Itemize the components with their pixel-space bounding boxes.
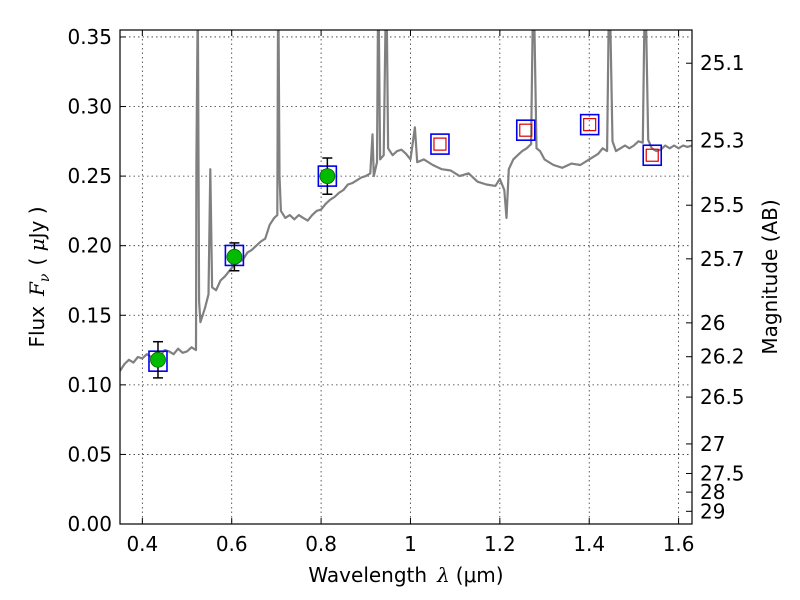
y2-tick-label: 26.2 (700, 345, 745, 369)
y2-tick-label: 25.5 (700, 193, 745, 217)
model-photometry-marker (579, 113, 600, 136)
y2-axis-label: Magnitude (AB) (758, 199, 782, 354)
detection-point (150, 351, 166, 368)
upper-limit-marker (645, 148, 659, 162)
y-tick-label: 0.35 (67, 25, 112, 49)
y-tick-label: 0.10 (67, 373, 112, 397)
photometry-markers (148, 113, 663, 379)
x-tick-label: 1.6 (663, 532, 695, 556)
model-photometry-marker (430, 133, 450, 155)
detection-point (319, 168, 336, 185)
template-spectrum-line (120, 30, 692, 372)
x-tick-label: 0.4 (126, 532, 158, 556)
upper-limit-marker (583, 118, 597, 132)
upper-limit-marker (433, 137, 447, 151)
y2-tick-label: 25.1 (700, 51, 745, 75)
y-tick-label: 0.00 (67, 512, 112, 536)
template-spectrum-layer (120, 30, 692, 372)
y2-tick-label: 27.5 (700, 461, 745, 485)
y-axis-ticks: 0.00 0.05 0.10 0.15 0.20 0.25 0.30 0.35 (67, 25, 126, 536)
model-photometry-marker (642, 144, 663, 167)
y-tick-label: 0.15 (67, 303, 112, 327)
y-tick-label: 0.30 (67, 95, 112, 119)
y2-tick-label: 27 (700, 432, 725, 456)
detection-point (226, 248, 243, 265)
x-tick-label: 1.2 (484, 532, 516, 556)
x-tick-label: 0.8 (305, 532, 337, 556)
y-axis-label: FluxFν( μJy ) (25, 206, 53, 347)
y2-tick-label: 26.5 (700, 385, 745, 409)
y2-tick-label: 28 (700, 480, 725, 504)
y2-tick-label: 29 (700, 499, 725, 523)
y-tick-label: 0.05 (67, 442, 112, 466)
x-tick-label: 1 (404, 532, 417, 556)
y2-tick-label: 25.7 (700, 247, 745, 271)
x-tick-label: 1.4 (573, 532, 605, 556)
plot-frame (119, 29, 693, 525)
x-axis-label: Wavelength λ (μm) (308, 563, 503, 587)
upper-limit-marker (519, 123, 533, 137)
x-tick-label: 0.6 (216, 532, 248, 556)
y2-tick-label: 26 (700, 311, 725, 335)
x-axis-ticks: 0.4 0.6 0.8 1 1.2 1.4 1.6 (126, 30, 695, 556)
model-photometry-marker (515, 119, 536, 141)
y-tick-label: 0.25 (67, 164, 112, 188)
y-tick-label: 0.20 (67, 234, 112, 258)
grid (120, 30, 692, 525)
y2-tick-label: 25.3 (700, 129, 745, 153)
